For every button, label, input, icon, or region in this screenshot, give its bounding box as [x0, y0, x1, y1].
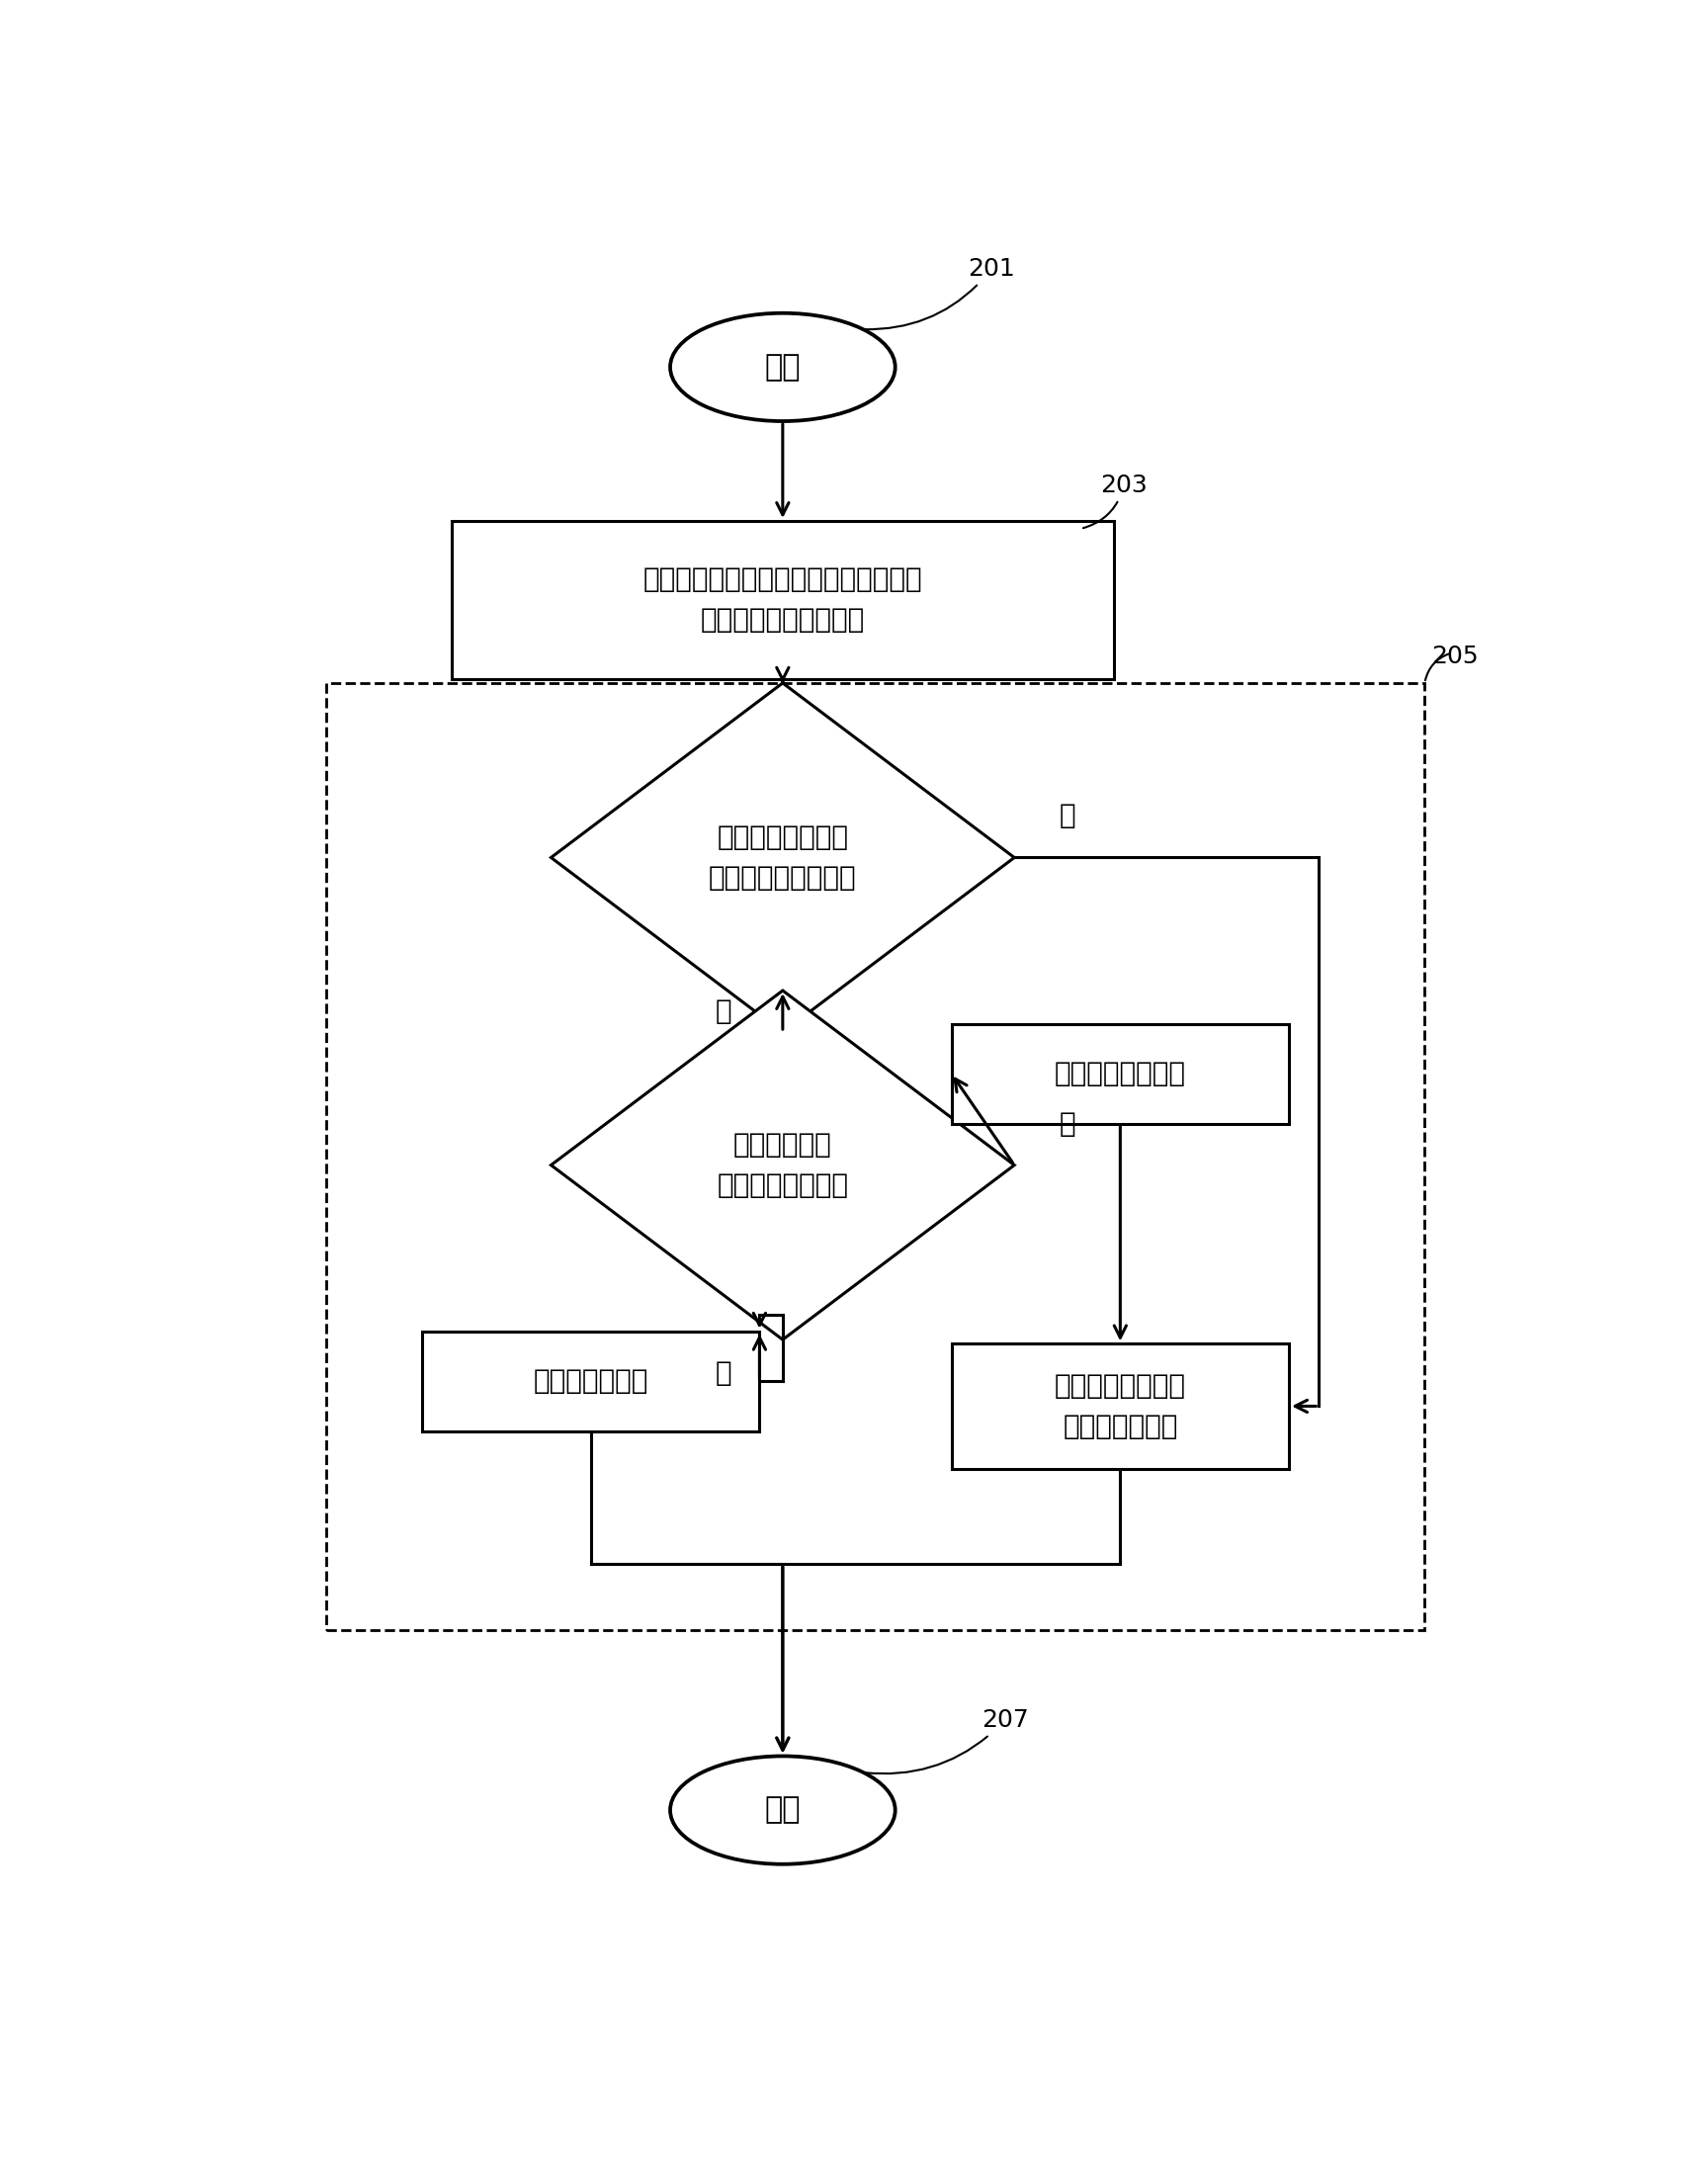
Ellipse shape	[670, 313, 895, 421]
Text: 发射电磁波信号: 发射电磁波信号	[533, 1367, 649, 1395]
Text: 结束: 结束	[765, 1796, 801, 1824]
Text: 207: 207	[864, 1708, 1028, 1775]
Text: 不发射电磁波信号: 不发射电磁波信号	[1054, 1060, 1185, 1088]
Text: 是: 是	[716, 1358, 731, 1386]
FancyBboxPatch shape	[451, 520, 1114, 678]
Text: 201: 201	[864, 257, 1015, 330]
Text: 203: 203	[1083, 473, 1148, 529]
Text: 判断该通信信号是
否为编码调制光信号: 判断该通信信号是 否为编码调制光信号	[709, 823, 857, 892]
Polygon shape	[552, 682, 1015, 1032]
Text: 开始: 开始	[765, 352, 801, 382]
Text: 否: 否	[716, 997, 731, 1026]
Text: 是: 是	[1059, 803, 1076, 829]
FancyBboxPatch shape	[422, 1332, 760, 1431]
FancyBboxPatch shape	[951, 1023, 1290, 1123]
FancyBboxPatch shape	[951, 1343, 1290, 1468]
Polygon shape	[552, 991, 1015, 1339]
Text: 不发射电磁波信号
或降低发射功率: 不发射电磁波信号 或降低发射功率	[1054, 1371, 1185, 1440]
Text: 判断是否否为
可用的电磁波信号: 判断是否否为 可用的电磁波信号	[717, 1131, 849, 1198]
Text: 205: 205	[1431, 643, 1479, 667]
Ellipse shape	[670, 1755, 895, 1863]
Text: 否: 否	[1059, 1110, 1076, 1138]
Text: 移动通信终端接收由限制区或非限制区
的基站发送的通信信号: 移动通信终端接收由限制区或非限制区 的基站发送的通信信号	[642, 566, 922, 635]
